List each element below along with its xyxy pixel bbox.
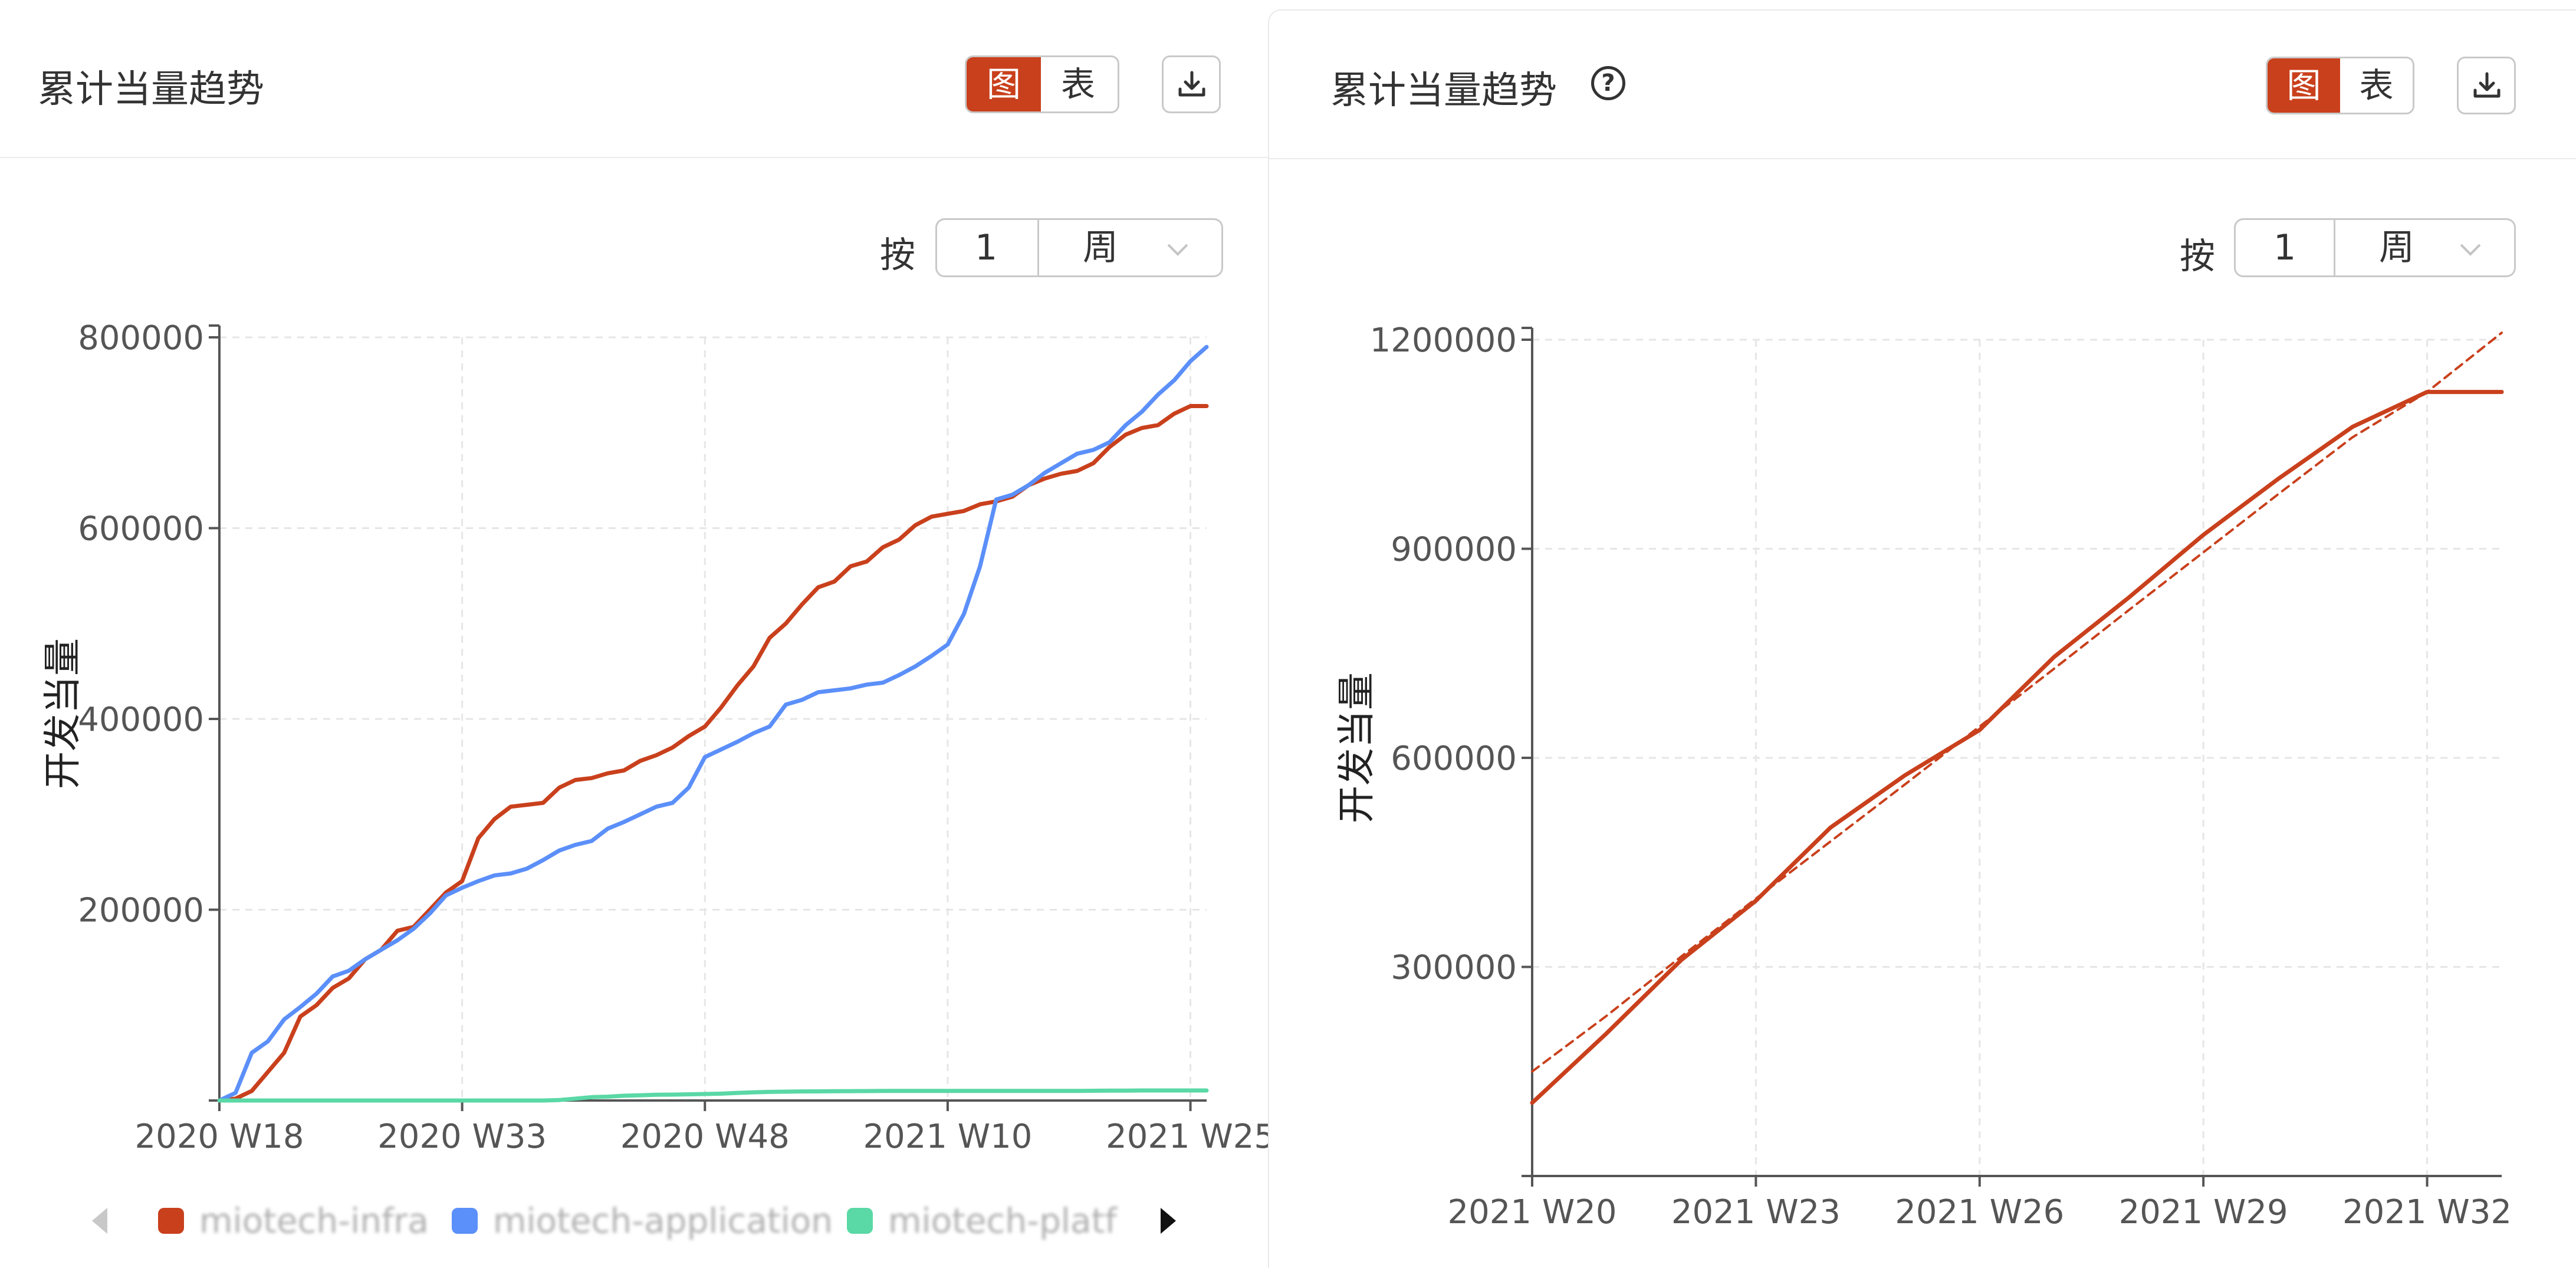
x-tick-label: 2021 W25 [1106, 1118, 1275, 1156]
legend-swatch [158, 1208, 184, 1234]
x-tick-label: 2021 W29 [2119, 1193, 2288, 1231]
legend-item-platform[interactable]: miotech-platf [847, 1201, 1154, 1241]
series-line-0 [1530, 390, 2504, 1105]
period-number-input[interactable]: 1 [2234, 218, 2335, 277]
legend-prev-icon[interactable] [88, 1205, 112, 1236]
period-label: 按 [2180, 236, 2215, 277]
y-tick-label: 200000 [78, 892, 204, 930]
left-chart-panel: 累计当量趋势 图 表 按 1 周 200000 400000 600000 80000… [0, 0, 1275, 1267]
view-toggle: 图 表 [2266, 57, 2414, 114]
right-chart-panel: 累计当量趋势? 图 表 按 1 周 300000 600000 900000 1200… [1268, 9, 2576, 1268]
right-panel-header: 累计当量趋势? 图 表 [1269, 11, 2576, 159]
cumulative-trend-chart-right: 300000 600000 900000 1200000 2021 W20 2021 W2… [1335, 321, 2512, 1231]
x-tick-label: 2020 W18 [135, 1118, 304, 1156]
series-line-miotech-application [217, 344, 1209, 1103]
chart-view-button[interactable]: 图 [2268, 58, 2340, 113]
y-tick-label: 600000 [1391, 740, 1517, 778]
legend-swatch [452, 1208, 478, 1234]
download-button[interactable] [2457, 57, 2516, 114]
x-tick-label: 2021 W26 [1895, 1193, 2064, 1231]
view-toggle: 图 表 [965, 55, 1119, 113]
y-axis-label: 开发当量 [1335, 672, 1379, 823]
period-label: 按 [880, 235, 915, 276]
download-button[interactable] [1162, 55, 1221, 113]
x-tick-label: 2021 W10 [863, 1118, 1032, 1156]
period-unit-value: 周 [2379, 227, 2414, 268]
y-axis-label: 开发当量 [41, 638, 85, 789]
y-tick-label: 400000 [78, 701, 204, 739]
period-unit-select[interactable]: 周 [1039, 218, 1223, 277]
x-tick-label: 2021 W23 [1671, 1193, 1841, 1231]
trend-line [1531, 331, 2503, 1073]
chevron-down-icon [2460, 244, 2481, 256]
legend-swatch [847, 1208, 873, 1234]
y-tick-label: 900000 [1391, 531, 1517, 569]
left-panel-header: 累计当量趋势 图 表 [0, 0, 1268, 158]
legend: miotech-infra miotech-application miotec… [0, 1191, 1268, 1250]
download-icon [2473, 72, 2501, 98]
panel-title: 累计当量趋势 [1330, 69, 1557, 113]
legend-item-infra[interactable]: miotech-infra [158, 1201, 459, 1241]
y-tick-label: 600000 [78, 510, 204, 548]
legend-label: miotech-infra [199, 1201, 429, 1241]
y-tick-label: 800000 [78, 319, 204, 357]
chart-view-button[interactable]: 图 [967, 57, 1041, 111]
period-unit-select[interactable]: 周 [2335, 218, 2516, 277]
period-number-input[interactable]: 1 [935, 218, 1039, 277]
legend-item-application[interactable]: miotech-application [452, 1201, 859, 1241]
chevron-down-icon [1167, 244, 1188, 256]
legend-label: miotech-platf [888, 1201, 1117, 1241]
table-view-button[interactable]: 表 [1060, 64, 1095, 104]
x-tick-label: 2020 W48 [620, 1118, 790, 1156]
y-tick-label: 300000 [1391, 949, 1517, 987]
x-tick-label: 2021 W32 [2342, 1193, 2512, 1231]
legend-next-icon[interactable] [1156, 1205, 1179, 1236]
period-unit-value: 周 [1083, 227, 1118, 268]
panel-title: 累计当量趋势 [38, 68, 264, 111]
question-circle-icon[interactable]: ? [1591, 66, 1625, 100]
download-icon [1178, 71, 1205, 97]
legend-label: miotech-application [493, 1201, 833, 1241]
x-tick-label: 2021 W20 [1448, 1193, 1617, 1231]
table-view-button[interactable]: 表 [2359, 65, 2394, 106]
series-line-miotech-platf [217, 1088, 1209, 1103]
y-tick-label: 1200000 [1370, 321, 1517, 360]
cumulative-trend-chart-left: 200000 400000 600000 800000 2020 W18 2020 W33… [41, 319, 1275, 1156]
x-tick-label: 2020 W33 [377, 1118, 547, 1156]
